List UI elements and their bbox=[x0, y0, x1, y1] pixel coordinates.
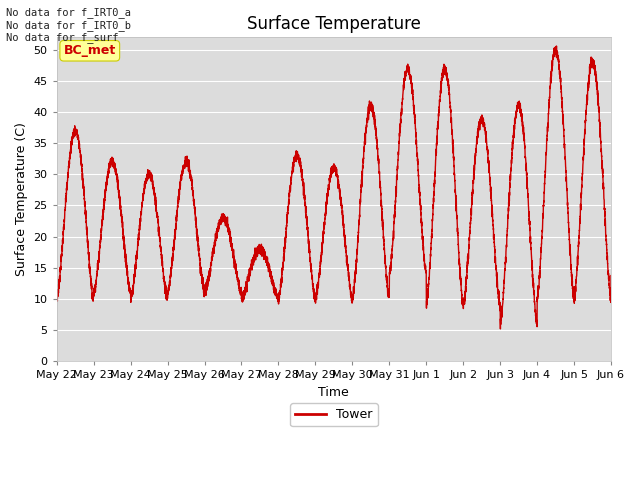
Text: No data for f_IRT0_a
No data for f_IRT0_b
No data for f_surf: No data for f_IRT0_a No data for f_IRT0_… bbox=[6, 7, 131, 43]
Title: Surface Temperature: Surface Temperature bbox=[247, 15, 420, 33]
Y-axis label: Surface Temperature (C): Surface Temperature (C) bbox=[15, 122, 28, 276]
X-axis label: Time: Time bbox=[319, 386, 349, 399]
Legend: Tower: Tower bbox=[290, 403, 378, 426]
Text: BC_met: BC_met bbox=[63, 44, 116, 57]
